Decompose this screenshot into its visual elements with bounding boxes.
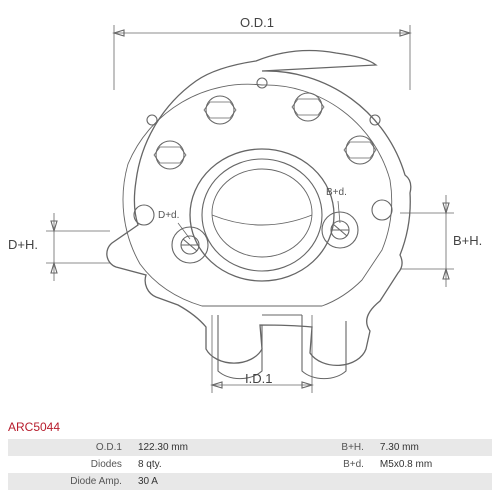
label-dd: D+d. xyxy=(158,210,179,221)
spec-value: M5x0.8 mm xyxy=(374,456,492,473)
label-id1: I.D.1 xyxy=(245,371,272,386)
label-od1: O.D.1 xyxy=(240,15,274,30)
technical-drawing: O.D.1 I.D.1 D+H. B+H. D+d. B+d. xyxy=(40,15,460,410)
spec-label: B+H. xyxy=(250,439,374,456)
spec-table: O.D.1 122.30 mm B+H. 7.30 mm Diodes 8 qt… xyxy=(8,439,492,490)
spec-label: Diode Amp. xyxy=(8,473,132,490)
label-bd: B+d. xyxy=(326,187,347,198)
spec-label: Diodes xyxy=(8,456,132,473)
spec-value: 7.30 mm xyxy=(374,439,492,456)
spec-value xyxy=(374,473,492,490)
spec-value: 8 qty. xyxy=(132,456,250,473)
spec-value: 30 A xyxy=(132,473,250,490)
drawing-svg xyxy=(40,15,460,410)
spec-label: B+d. xyxy=(250,456,374,473)
spec-label: O.D.1 xyxy=(8,439,132,456)
spec-label xyxy=(250,473,374,490)
table-row: Diode Amp. 30 A xyxy=(8,473,492,490)
table-row: Diodes 8 qty. B+d. M5x0.8 mm xyxy=(8,456,492,473)
label-bh: B+H. xyxy=(453,233,482,248)
spec-value: 122.30 mm xyxy=(132,439,250,456)
part-number: ARC5044 xyxy=(8,420,60,434)
label-dh: D+H. xyxy=(8,237,38,252)
table-row: O.D.1 122.30 mm B+H. 7.30 mm xyxy=(8,439,492,456)
